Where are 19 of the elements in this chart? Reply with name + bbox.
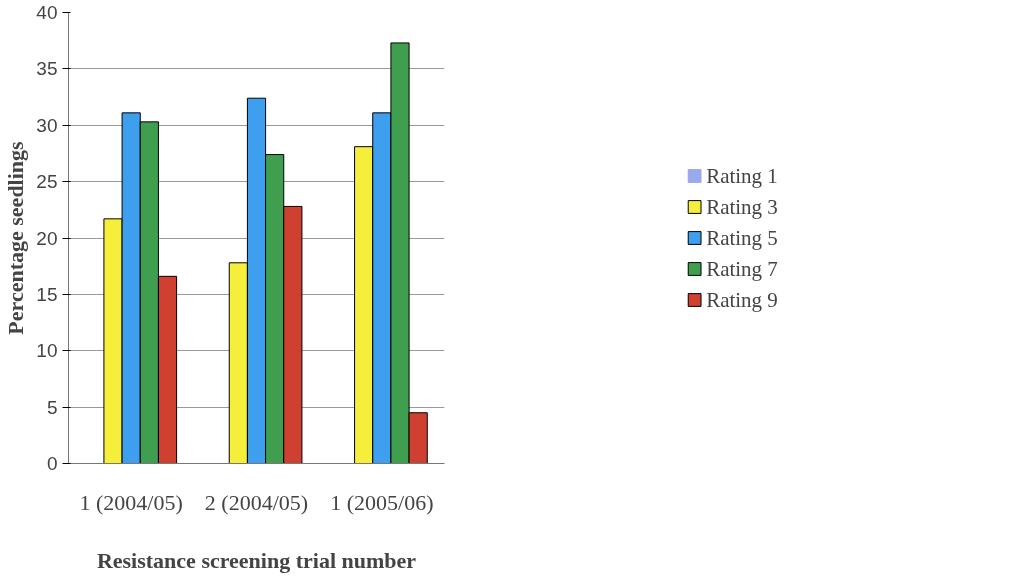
y-tick-label: 10: [36, 340, 58, 362]
legend-label: Rating 3: [706, 194, 778, 219]
x-tick-label: 2 (2004/05): [204, 489, 309, 515]
y-tick-label: 40: [36, 2, 58, 23]
y-axis-title: Percentage seedlings: [3, 140, 29, 335]
legend-label: Rating 9: [706, 287, 778, 312]
y-tick-label: 35: [36, 58, 58, 80]
x-axis-title: Resistance screening trial number: [96, 547, 417, 573]
legend-label: Rating 5: [706, 225, 778, 250]
y-tick-label: 15: [36, 283, 58, 305]
y-tick-label: 0: [46, 453, 58, 474]
legend-label: Rating 1: [706, 163, 778, 188]
y-tick-label: 5: [46, 396, 58, 418]
y-tick-label: 25: [36, 171, 58, 193]
y-tick-label: 20: [36, 227, 58, 249]
legend-label: Rating 7: [706, 256, 778, 281]
x-tick-label: 1 (2004/05): [79, 489, 183, 515]
y-tick-label: 30: [36, 114, 58, 136]
x-tick-label: 1 (2005/06): [330, 489, 434, 515]
